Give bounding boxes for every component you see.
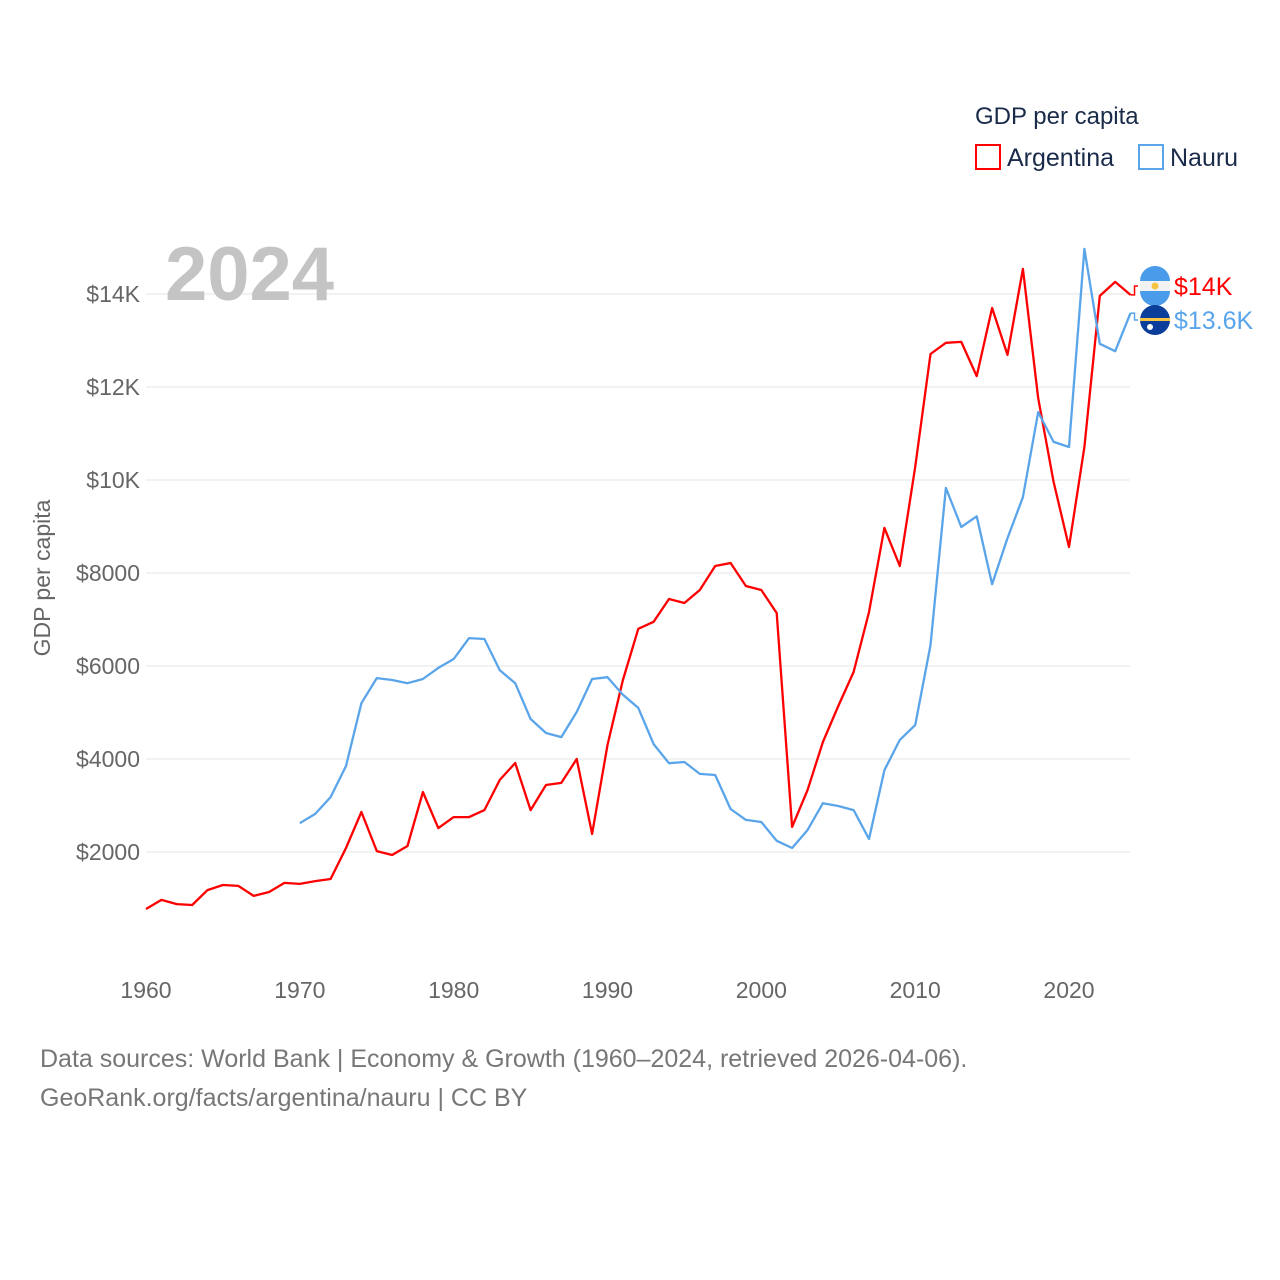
flag-stripe — [1140, 291, 1170, 306]
y-axis-label: GDP per capita — [29, 499, 55, 656]
line-chart: $2000 $4000 $6000 $8000 $10K $12K $14K 1960 1970… — [29, 103, 1254, 1003]
end-value-label-nauru: $13.6K — [1174, 307, 1254, 335]
legend-label-nauru: Nauru — [1170, 144, 1238, 172]
x-tick-label: 1990 — [582, 977, 633, 1003]
x-tick-label: 2020 — [1043, 977, 1094, 1003]
x-tick-label: 1980 — [428, 977, 479, 1003]
legend-swatch-argentina — [975, 144, 1001, 170]
footer-sources: Data sources: World Bank | Economy & Gro… — [40, 1045, 968, 1073]
y-tick-label: $4000 — [76, 746, 140, 772]
flag-stripe — [1140, 318, 1170, 321]
y-tick-label: $10K — [86, 467, 140, 493]
legend-title: GDP per capita — [975, 103, 1139, 130]
series-line-nauru — [299, 247, 1132, 850]
x-tick-label: 1970 — [274, 977, 325, 1003]
flag-stripe — [1140, 266, 1170, 281]
x-tick-label: 2000 — [736, 977, 787, 1003]
series-line-argentina — [145, 267, 1132, 910]
legend-swatch-nauru — [1138, 144, 1164, 170]
x-tick-label: 1960 — [120, 977, 171, 1003]
end-label-connector — [1130, 285, 1138, 296]
end-label-connector — [1130, 312, 1138, 321]
flag-sun — [1151, 282, 1159, 290]
y-tick-label: $12K — [86, 374, 140, 400]
end-value-label-argentina: $14K — [1174, 273, 1233, 301]
footer-attribution[interactable]: GeoRank.org/facts/argentina/nauru | CC B… — [40, 1084, 528, 1112]
flag-star — [1147, 324, 1153, 330]
y-tick-label: $8000 — [76, 560, 140, 586]
y-tick-label: $2000 — [76, 839, 140, 865]
y-tick-label: $6000 — [76, 653, 140, 679]
x-tick-label: 2010 — [890, 977, 941, 1003]
year-watermark: 2024 — [165, 232, 334, 317]
legend-label-argentina: Argentina — [1007, 144, 1114, 172]
y-tick-label: $14K — [86, 281, 140, 307]
